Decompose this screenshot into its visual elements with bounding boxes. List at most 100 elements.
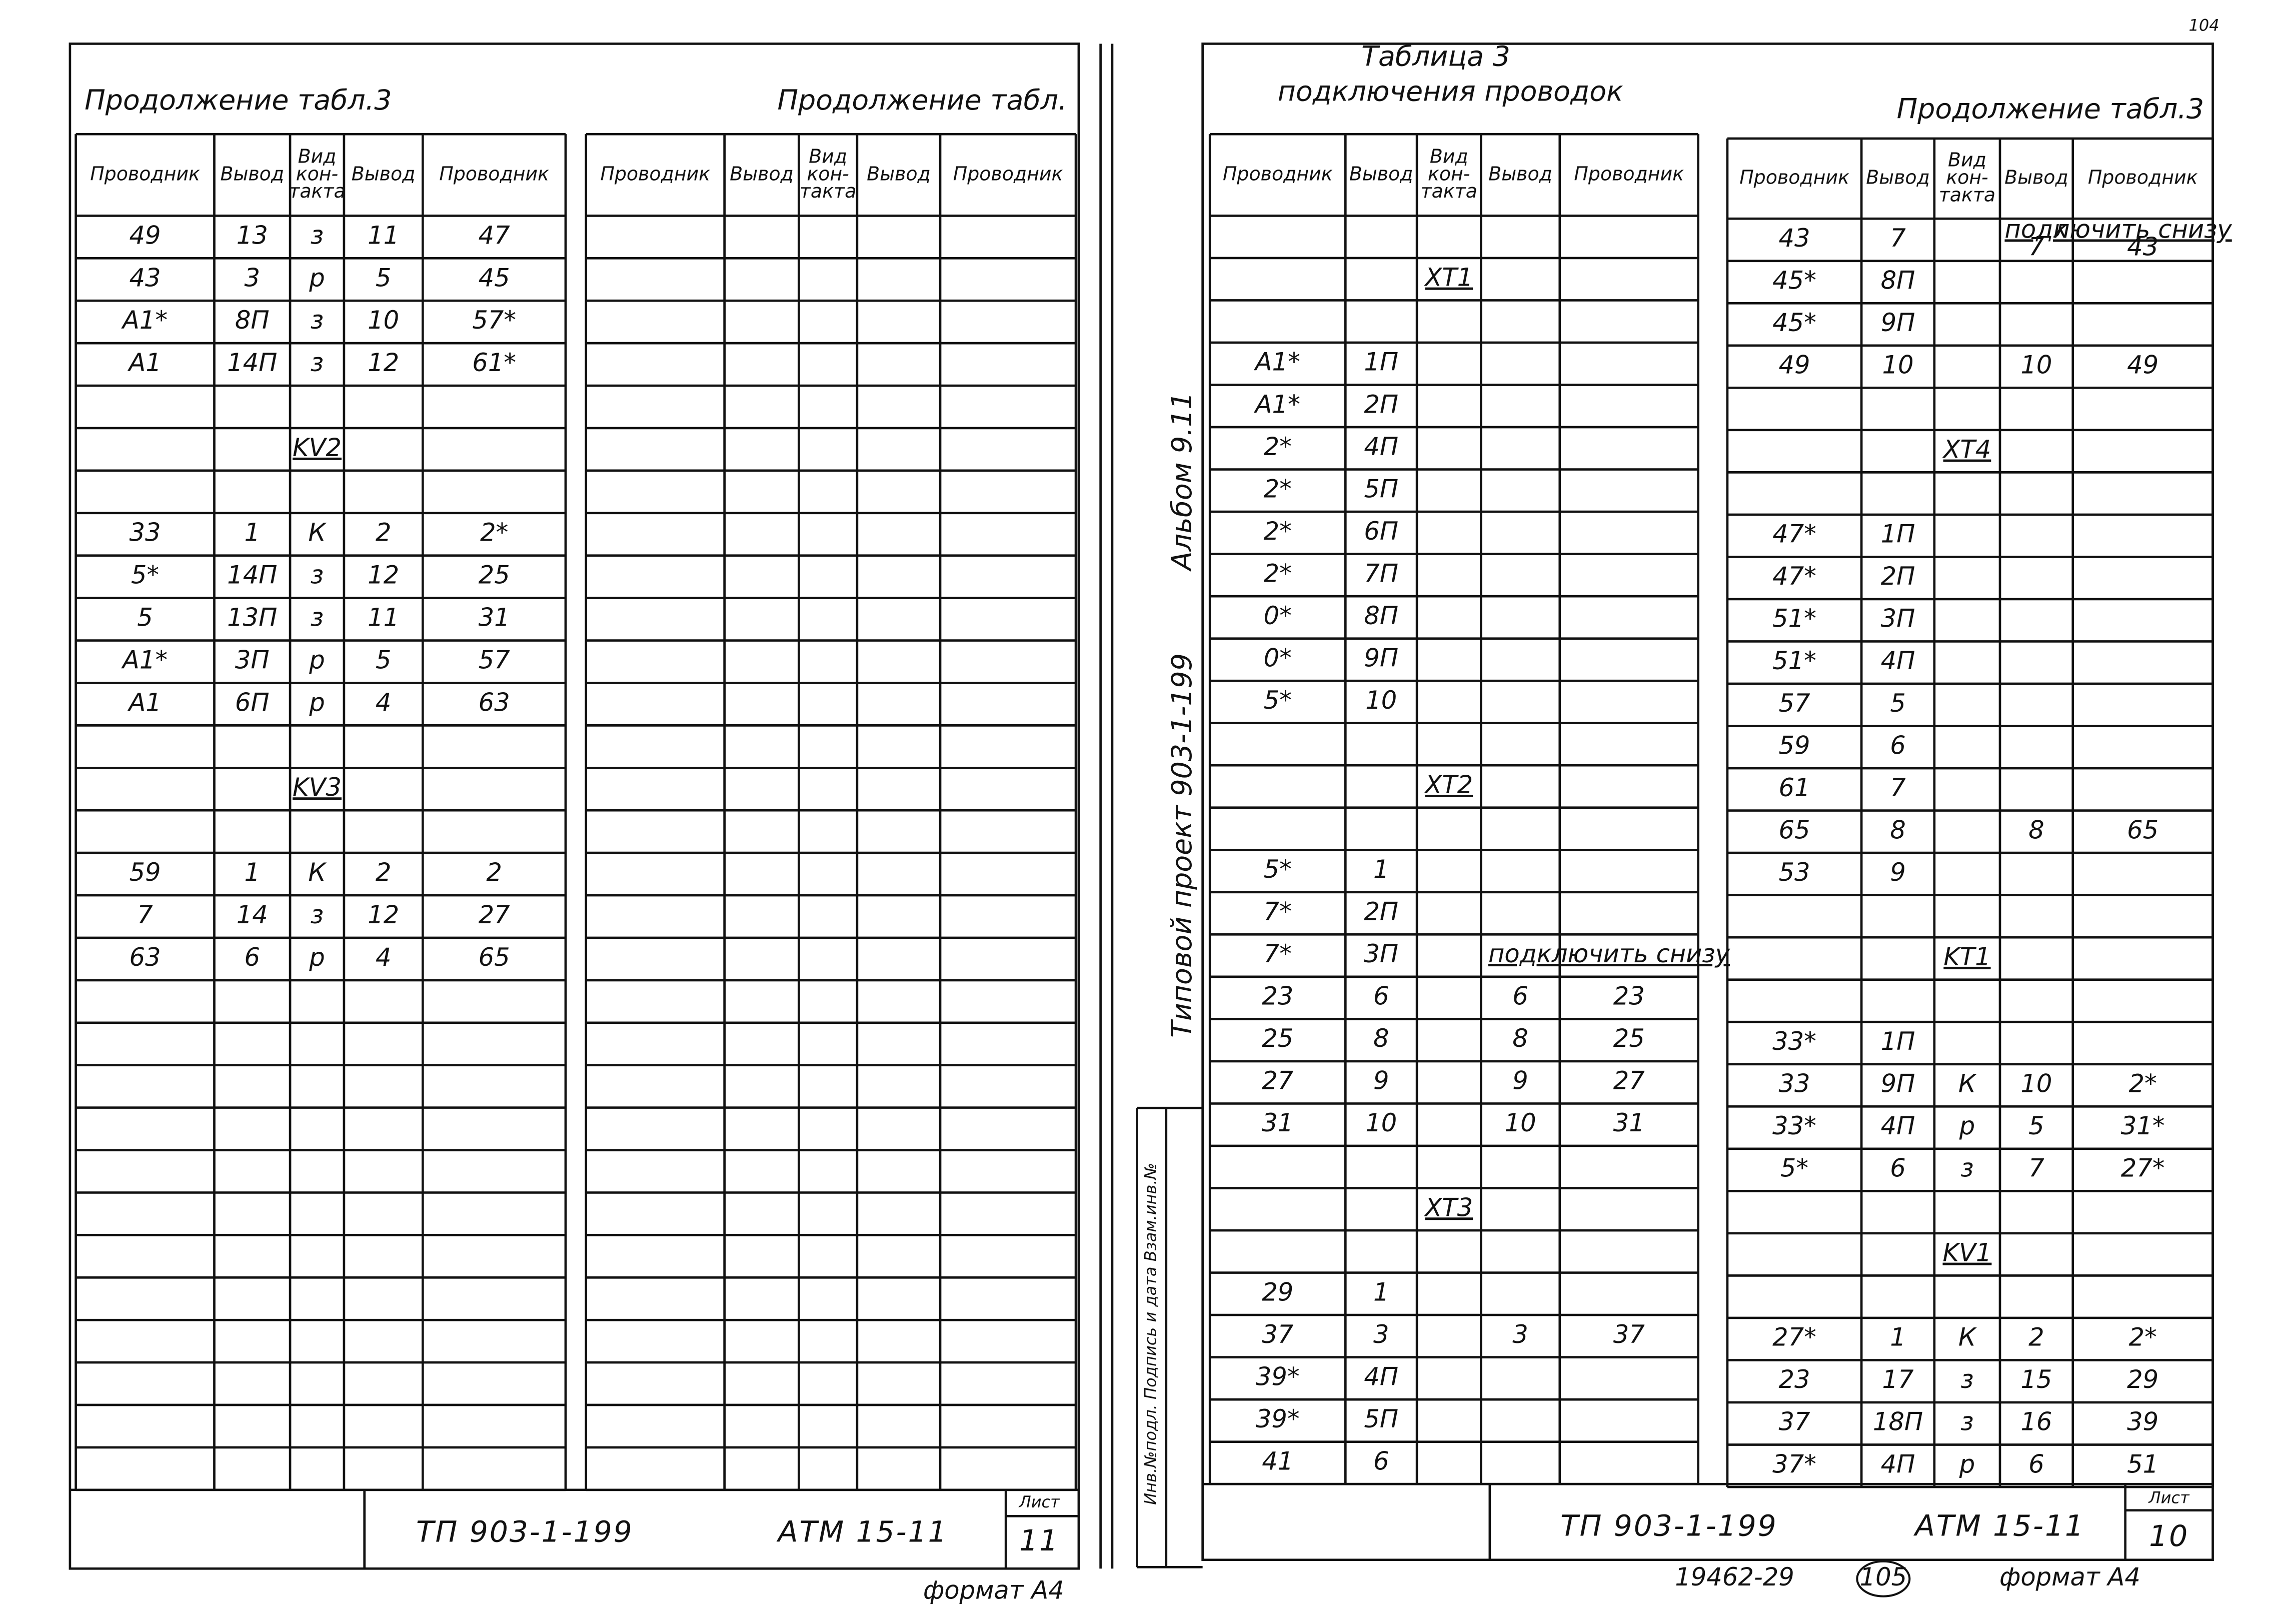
header-text: Проводник xyxy=(600,163,710,185)
cell-text: 31* xyxy=(2121,1111,2165,1140)
cell-text: 51* xyxy=(1772,646,1816,675)
cell-text: такта xyxy=(289,180,345,202)
stamp-code: АТМ 15-11 xyxy=(1913,1509,2085,1543)
cell-text: 2П xyxy=(1881,562,1915,591)
cell-text: 47 xyxy=(479,221,511,250)
cell-text: 2 xyxy=(376,518,392,547)
cell-text: такта xyxy=(800,180,856,202)
header-text: Вывод xyxy=(1866,167,1930,189)
cell-text: 1П xyxy=(1881,1027,1915,1056)
cell-text: А1 xyxy=(127,688,161,717)
cell-text: 6 xyxy=(1512,982,1528,1011)
format-label: формат А4 xyxy=(923,1575,1064,1604)
cell-text: 43 xyxy=(1779,224,1810,253)
cell-text: з xyxy=(311,221,324,250)
cell-text: 5* xyxy=(1264,686,1292,715)
cell-text: 1 xyxy=(244,858,260,887)
stamp-project: ТП 903-1-199 xyxy=(416,1514,634,1548)
cell-text: 2* xyxy=(1264,474,1292,503)
table-title: Продолжение табл. xyxy=(777,85,1067,117)
cell-text: 65 xyxy=(1779,815,1810,844)
cell-text: 2* xyxy=(1264,517,1292,546)
cell-text: з xyxy=(311,603,324,632)
cell-text: 43 xyxy=(130,263,161,292)
header-text: Проводник xyxy=(2088,167,2198,189)
header-text: Вывод xyxy=(2004,167,2068,189)
stamp-sheet: 10 xyxy=(2149,1519,2189,1553)
cell-text: 2* xyxy=(2129,1323,2157,1352)
cell-text: 7П xyxy=(1364,559,1398,588)
cell-text: Вид xyxy=(1430,145,1468,167)
cell-text: 5 xyxy=(2028,1111,2044,1140)
cell-text: XT1 xyxy=(1423,263,1473,292)
cell-text: К xyxy=(1958,1069,1977,1098)
cell-text: 49 xyxy=(130,221,161,250)
cell-text: 2П xyxy=(1364,897,1398,926)
cell-text: такта xyxy=(1421,180,1477,202)
cell-text: 16 xyxy=(2020,1407,2052,1436)
cell-text: 43 xyxy=(2127,232,2158,261)
cell-text: 31 xyxy=(479,603,510,632)
cell-text: 6 xyxy=(244,943,260,972)
main-title: Таблица 3 xyxy=(1361,41,1510,73)
cell-text: 4 xyxy=(376,943,392,972)
cell-text: 14П xyxy=(227,561,277,590)
cell-text: 9П xyxy=(1881,308,1915,337)
cell-text: KV3 xyxy=(293,773,342,802)
cell-text: 45* xyxy=(1772,266,1816,295)
cell-text: 4П xyxy=(1364,432,1398,461)
cell-text: 49 xyxy=(2127,351,2158,380)
order-number: 19462-29 xyxy=(1675,1562,1794,1591)
header-text: Вывод xyxy=(867,163,931,185)
cell-text: 11 xyxy=(368,603,399,632)
cell-text: з xyxy=(1960,1365,1973,1394)
cell-text: 18П xyxy=(1873,1407,1923,1436)
cell-text: 29 xyxy=(2127,1365,2158,1394)
cell-text: А1* xyxy=(1254,390,1300,419)
cell-text: 1 xyxy=(1373,1277,1389,1306)
cell-text: KV2 xyxy=(293,433,342,462)
cell-text: 3П xyxy=(1364,939,1398,968)
cell-text: 63 xyxy=(479,688,510,717)
cell-text: А1* xyxy=(121,306,168,335)
stamp-project: ТП 903-1-199 xyxy=(1560,1509,1778,1543)
cell-text: 10 xyxy=(368,306,399,335)
cell-text: 10 xyxy=(1882,351,1913,380)
cell-text: 8П xyxy=(235,306,270,335)
cell-text: 3 xyxy=(1512,1320,1528,1349)
cell-text: 13П xyxy=(227,603,277,632)
cell-text: 6 xyxy=(2028,1449,2044,1478)
cell-text: 6П xyxy=(235,688,270,717)
cell-text: 5* xyxy=(131,561,159,590)
cell-text: кон- xyxy=(807,163,849,185)
cell-text: 61 xyxy=(1779,773,1810,802)
cell-text: 37 xyxy=(1262,1320,1294,1349)
cell-text: 8 xyxy=(2028,815,2044,844)
cell-text: з xyxy=(311,900,324,929)
inventory-text: Инв.№подл. Подпись и дата Взам.инв.№ xyxy=(1141,1163,1160,1505)
cell-text: 39* xyxy=(1256,1404,1300,1433)
cell-text: 9 xyxy=(1890,858,1906,887)
cell-text: 7* xyxy=(1264,897,1292,926)
cell-text: 3 xyxy=(244,263,260,292)
cell-text: 0* xyxy=(1264,601,1292,630)
cell-text: 4П xyxy=(1881,1449,1915,1478)
side-project: Типовой проект 903-1-199 xyxy=(1166,653,1198,1038)
cell-text: 37 xyxy=(1613,1320,1645,1349)
cell-text: 13 xyxy=(237,221,268,250)
cell-text: 5* xyxy=(1264,855,1292,884)
header-text: Вывод xyxy=(352,163,416,185)
cell-text: 10 xyxy=(1505,1108,1536,1137)
cell-text: 8П xyxy=(1881,266,1915,295)
cell-text: з xyxy=(1960,1154,1973,1183)
cell-text: 4 xyxy=(376,688,392,717)
cell-text: XT4 xyxy=(1942,435,1991,464)
cell-text: 7* xyxy=(1264,939,1292,968)
cell-text: А1* xyxy=(121,645,168,674)
cell-text: 6 xyxy=(1373,982,1389,1011)
cell-text: р xyxy=(309,943,325,972)
cell-text: 12 xyxy=(368,900,399,929)
cell-text: 37* xyxy=(1772,1449,1816,1478)
table-title: Продолжение табл.3 xyxy=(85,85,392,117)
